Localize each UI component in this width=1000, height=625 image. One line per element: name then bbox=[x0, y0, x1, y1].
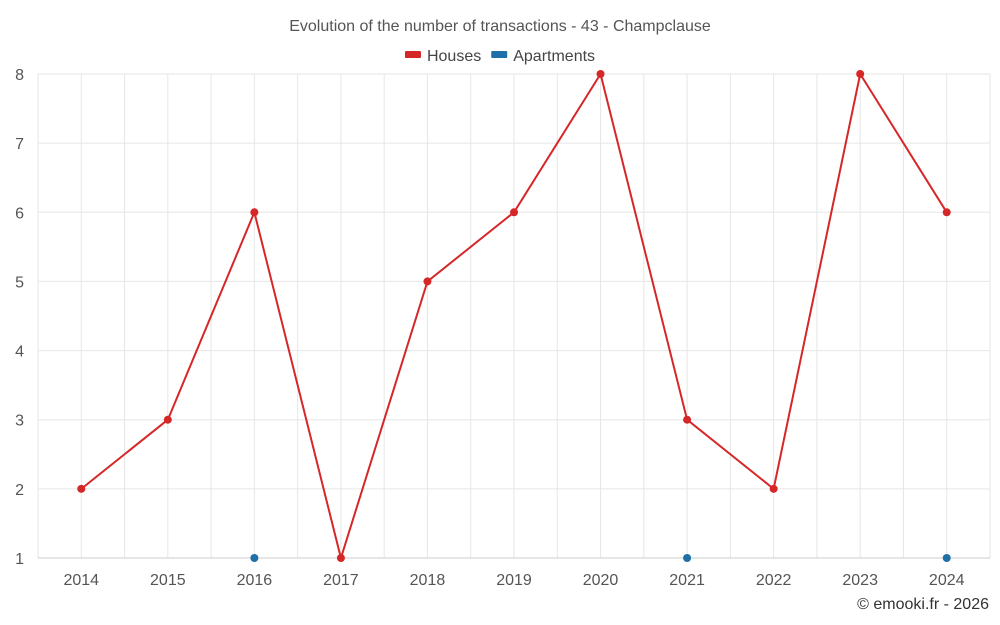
data-point bbox=[769, 484, 778, 493]
x-axis-ticks: 2014 2015 2016 2017 2018 2019 2020 2021 2022 2023… bbox=[63, 572, 964, 589]
data-point bbox=[250, 554, 259, 562]
legend-label[interactable]: Apartments bbox=[513, 48, 595, 65]
data-point bbox=[163, 415, 172, 424]
data-point bbox=[942, 554, 951, 562]
x-tick-label: 2023 bbox=[842, 572, 878, 589]
x-tick-label: 2016 bbox=[237, 572, 273, 589]
x-tick-label: 2024 bbox=[929, 572, 965, 589]
y-axis-ticks: 1 2 3 4 5 6 7 8 bbox=[15, 67, 24, 568]
credit-text: © emooki.fr - 2026 bbox=[857, 596, 989, 613]
y-tick-label: 1 bbox=[15, 551, 24, 568]
y-tick-label: 2 bbox=[15, 482, 24, 499]
data-point bbox=[683, 415, 692, 424]
y-tick-label: 4 bbox=[15, 344, 24, 361]
x-tick-label: 2015 bbox=[150, 572, 186, 589]
data-point bbox=[510, 208, 518, 217]
x-tick-label: 2014 bbox=[63, 572, 99, 589]
data-point bbox=[683, 554, 692, 562]
data-point bbox=[423, 277, 432, 286]
y-tick-label: 3 bbox=[15, 413, 24, 430]
data-point bbox=[856, 70, 865, 78]
x-tick-label: 2021 bbox=[669, 572, 705, 589]
grid bbox=[37, 73, 991, 559]
data-point bbox=[77, 484, 86, 493]
y-tick-label: 8 bbox=[15, 67, 24, 84]
y-tick-label: 7 bbox=[15, 136, 24, 153]
x-tick-label: 2020 bbox=[583, 572, 619, 589]
data-point bbox=[250, 208, 259, 217]
data-point bbox=[336, 554, 345, 562]
x-tick-label: 2017 bbox=[323, 572, 359, 589]
series-houses bbox=[77, 70, 951, 562]
data-point bbox=[942, 208, 951, 217]
y-tick-label: 6 bbox=[15, 205, 24, 222]
y-tick-label: 5 bbox=[15, 274, 24, 291]
data-point bbox=[596, 70, 605, 78]
legend: Houses Apartments bbox=[404, 48, 595, 65]
x-tick-label: 2022 bbox=[756, 572, 792, 589]
x-tick-label: 2018 bbox=[410, 572, 446, 589]
legend-swatch bbox=[404, 51, 421, 58]
series-layer bbox=[77, 70, 951, 562]
x-tick-label: 2019 bbox=[496, 572, 532, 589]
chart-title: Evolution of the number of transactions … bbox=[289, 18, 711, 35]
legend-label[interactable]: Houses bbox=[427, 48, 481, 65]
series-apartments bbox=[250, 554, 951, 562]
legend-swatch bbox=[491, 51, 508, 58]
